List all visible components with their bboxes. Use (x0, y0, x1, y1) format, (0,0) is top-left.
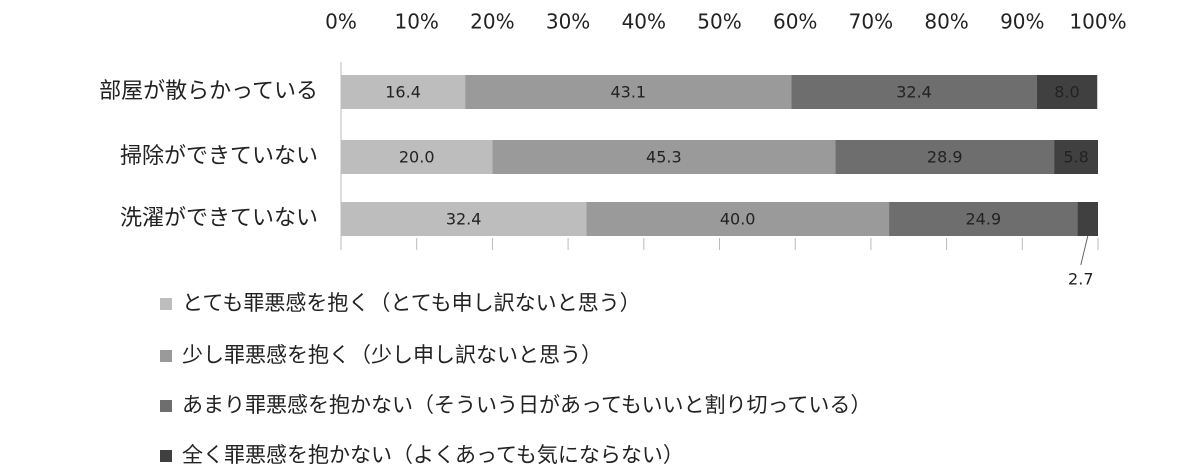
bar-segment (1054, 140, 1098, 174)
category-label: 部屋が散らかっている (99, 79, 318, 104)
legend-swatch (160, 298, 172, 310)
bar-segment (586, 202, 890, 236)
x-tick-label: 60% (773, 10, 817, 34)
x-tick-label: 90% (1000, 10, 1044, 34)
legend-label: とても罪悪感を抱く（とても申し訳ないと思う） (182, 291, 641, 315)
data-label: 24.9 (966, 210, 1002, 229)
bar-segment (492, 140, 836, 174)
x-tick-label: 20% (470, 10, 514, 34)
category-label: 掃除ができていない (120, 144, 318, 169)
data-label: 45.3 (646, 148, 682, 167)
legend-label: 少し罪悪感を抱く（少し申し訳ないと思う） (182, 343, 602, 367)
x-tick-label: 10% (394, 10, 438, 34)
x-tick-label: 80% (924, 10, 968, 34)
bar-segment (835, 140, 1055, 174)
legend-label: あまり罪悪感を抱かない（そういう日があってもいいと割り切っている） (182, 393, 871, 417)
bar-segment (341, 75, 466, 109)
x-tick-label: 100% (1069, 10, 1126, 34)
x-tick-label: 30% (546, 10, 590, 34)
bar-segment (1077, 202, 1098, 236)
legend-swatch (160, 450, 172, 462)
x-tick-label: 70% (849, 10, 893, 34)
data-label: 28.9 (927, 148, 963, 167)
legend-label: 全く罪悪感を抱かない（よくあっても気にならない） (182, 443, 684, 467)
data-label: 20.0 (399, 148, 435, 167)
category-label: 洗濯ができていない (120, 206, 318, 231)
bar-segment (791, 75, 1037, 109)
x-tick-label: 0% (325, 10, 357, 34)
data-label: 32.4 (446, 210, 482, 229)
data-label: 16.4 (385, 83, 421, 102)
bar-segment (341, 140, 493, 174)
leader-line (1080, 235, 1089, 266)
data-label: 40.0 (720, 210, 756, 229)
data-label: 5.8 (1063, 148, 1088, 167)
legend-swatch (160, 400, 172, 412)
data-label: 8.0 (1054, 83, 1079, 102)
bar-segment (1036, 75, 1098, 109)
bar-segment (341, 202, 587, 236)
bar-segment (465, 75, 792, 109)
legend-swatch (160, 350, 172, 362)
x-tick-label: 40% (622, 10, 666, 34)
data-label: 2.7 (1068, 270, 1093, 289)
data-label: 32.4 (896, 83, 932, 102)
x-tick-label: 50% (697, 10, 741, 34)
bar-segment (889, 202, 1078, 236)
data-label: 43.1 (610, 83, 646, 102)
